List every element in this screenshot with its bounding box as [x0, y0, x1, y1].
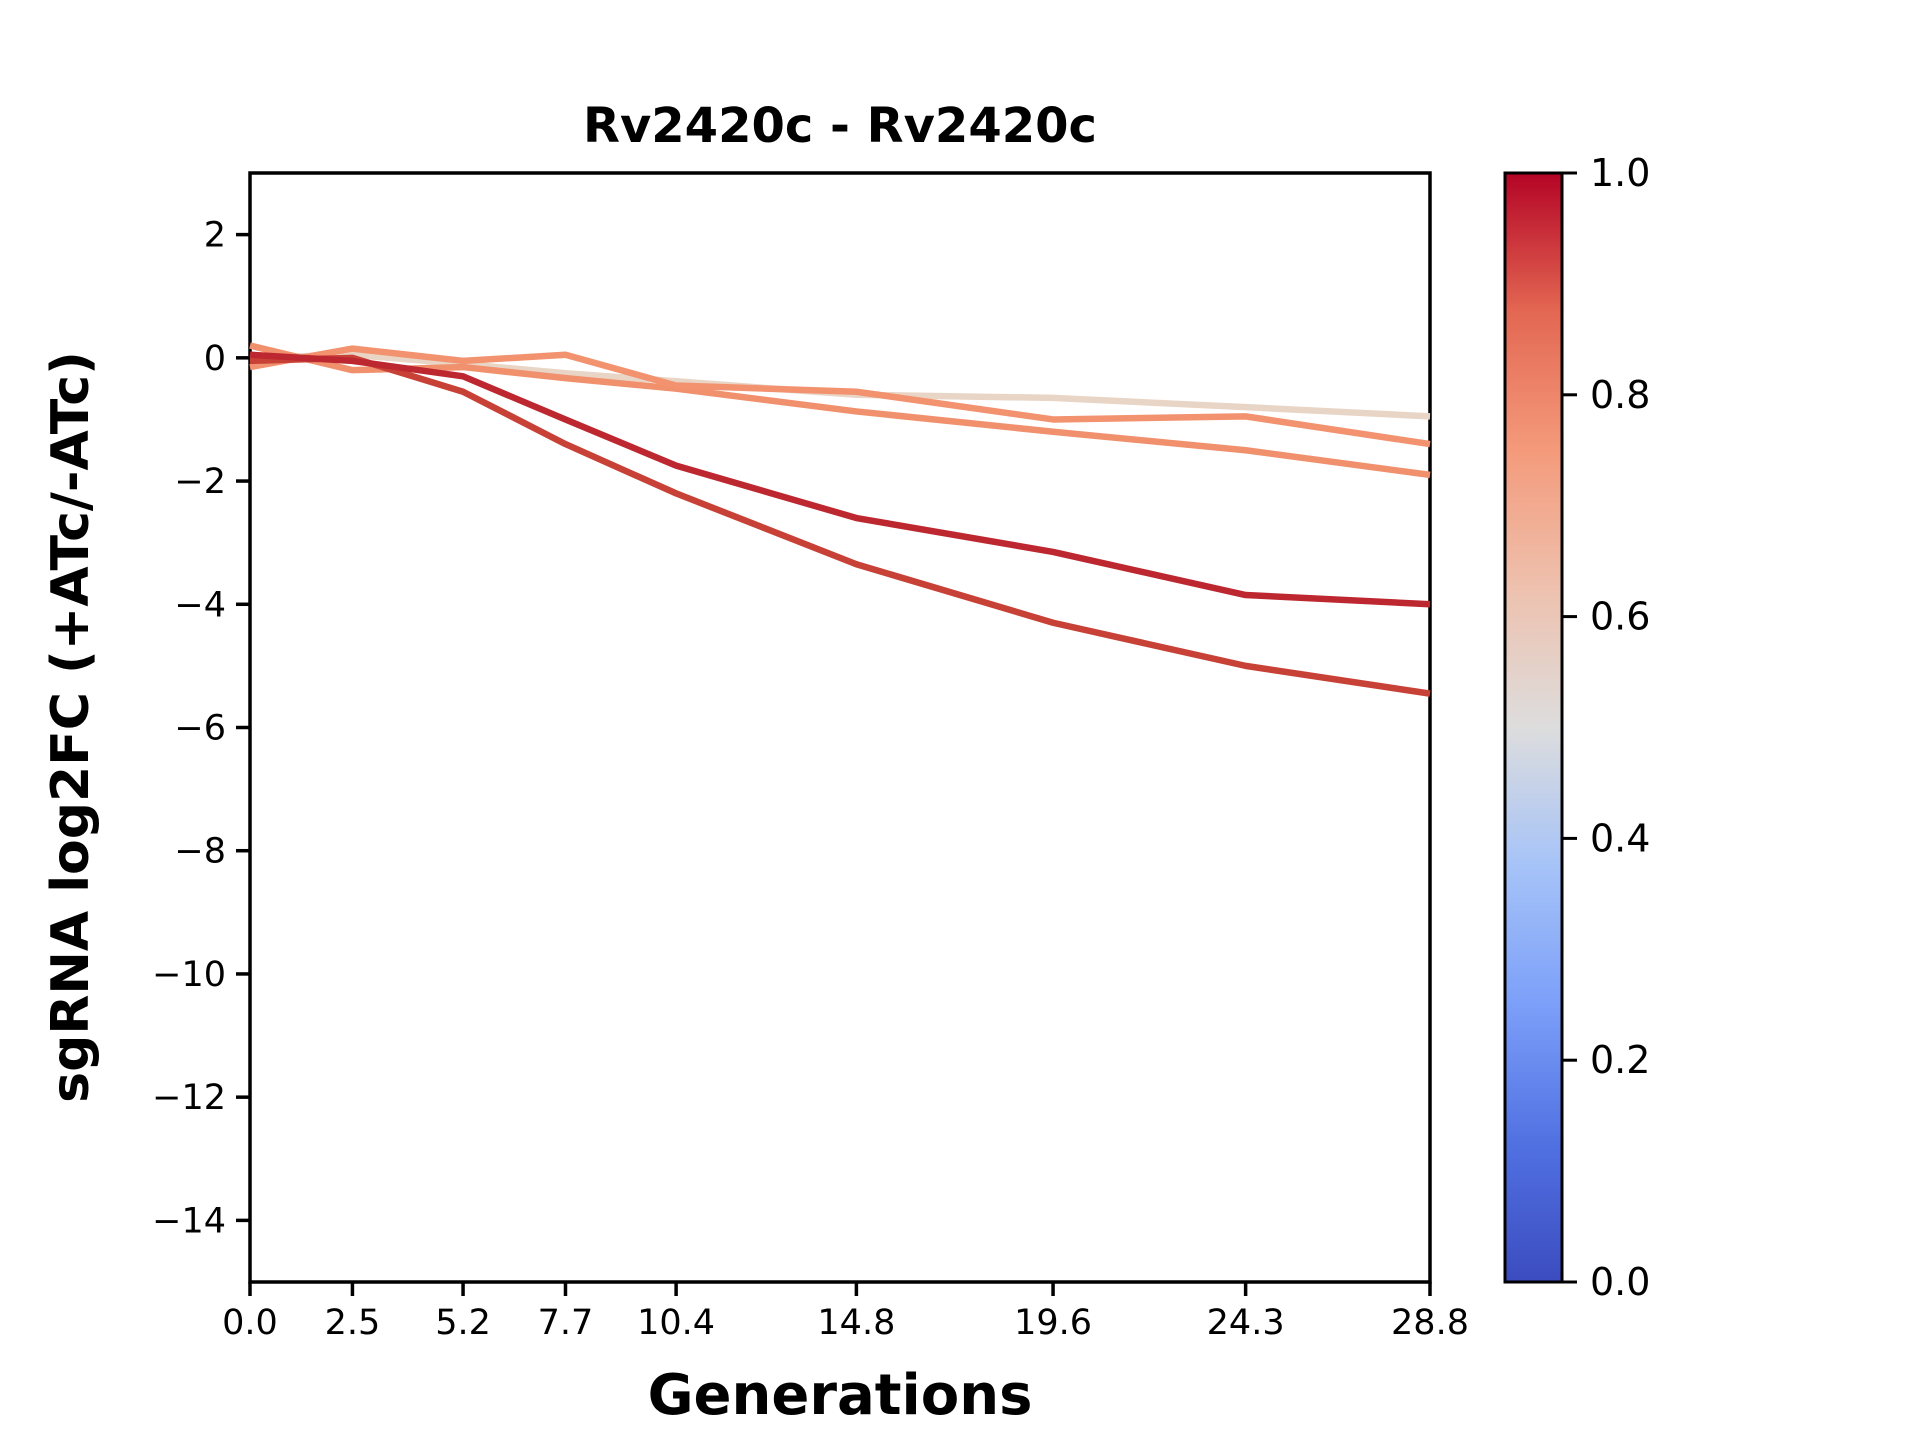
colorbar-tick-label: 1.0 — [1590, 151, 1650, 195]
colorbar-tick-label: 0.6 — [1590, 595, 1650, 639]
x-tick-label: 24.3 — [1207, 1303, 1285, 1343]
y-axis-label: sgRNA log2FC (+ATc/-ATc) — [41, 351, 101, 1103]
chart-title: Rv2420c - Rv2420c — [583, 98, 1097, 154]
y-tick-label: −6 — [174, 709, 226, 749]
x-tick-label: 2.5 — [325, 1303, 381, 1343]
colorbar-ticks: 1.0 0.8 0.6 0.4 0.2 0.0 — [1562, 151, 1650, 1304]
y-tick-label: −8 — [174, 832, 226, 872]
colorbar-tick-label: 0.4 — [1590, 816, 1650, 860]
x-tick-label: 5.2 — [435, 1303, 491, 1343]
y-tick-label: 2 — [204, 216, 226, 256]
x-tick-label: 0.0 — [222, 1303, 278, 1343]
colorbar-tick-label: 0.0 — [1590, 1260, 1650, 1304]
y-tick-label: −12 — [152, 1078, 226, 1118]
x-tick-label: 28.8 — [1391, 1303, 1469, 1343]
x-axis-ticks: 0.0 2.5 5.2 7.7 10.4 14.8 19.6 24.3 28.8 — [222, 1282, 1469, 1343]
colorbar: 1.0 0.8 0.6 0.4 0.2 0.0 — [1503, 151, 1650, 1304]
sgRNA-line-pale — [249, 351, 1431, 420]
x-tick-label: 19.6 — [1014, 1303, 1092, 1343]
sgRNA-line-salmon-high — [249, 345, 1431, 448]
plot-border — [248, 171, 1432, 1284]
x-axis-label: Generations — [648, 1363, 1033, 1428]
y-tick-label: −10 — [152, 955, 226, 995]
colorbar-tick-label: 0.8 — [1590, 373, 1650, 417]
plot-area: 0.0 2.5 5.2 7.7 10.4 14.8 19.6 24.3 28.8 2 0 −2 −4 −… — [152, 171, 1469, 1343]
y-tick-label: −2 — [174, 462, 226, 502]
colorbar-gradient — [1503, 171, 1564, 1284]
y-tick-label: 0 — [204, 339, 226, 379]
x-tick-label: 14.8 — [817, 1303, 895, 1343]
y-axis-ticks: 2 0 −2 −4 −6 −8 −10 −12 −14 — [152, 216, 250, 1241]
y-tick-label: −4 — [174, 585, 226, 625]
data-lines — [249, 342, 1431, 697]
y-tick-label: −14 — [152, 1201, 226, 1241]
colorbar-tick-label: 0.2 — [1590, 1038, 1650, 1082]
x-tick-label: 10.4 — [637, 1303, 715, 1343]
x-tick-label: 7.7 — [538, 1303, 594, 1343]
sgRNA-line-darkred — [249, 351, 1431, 608]
